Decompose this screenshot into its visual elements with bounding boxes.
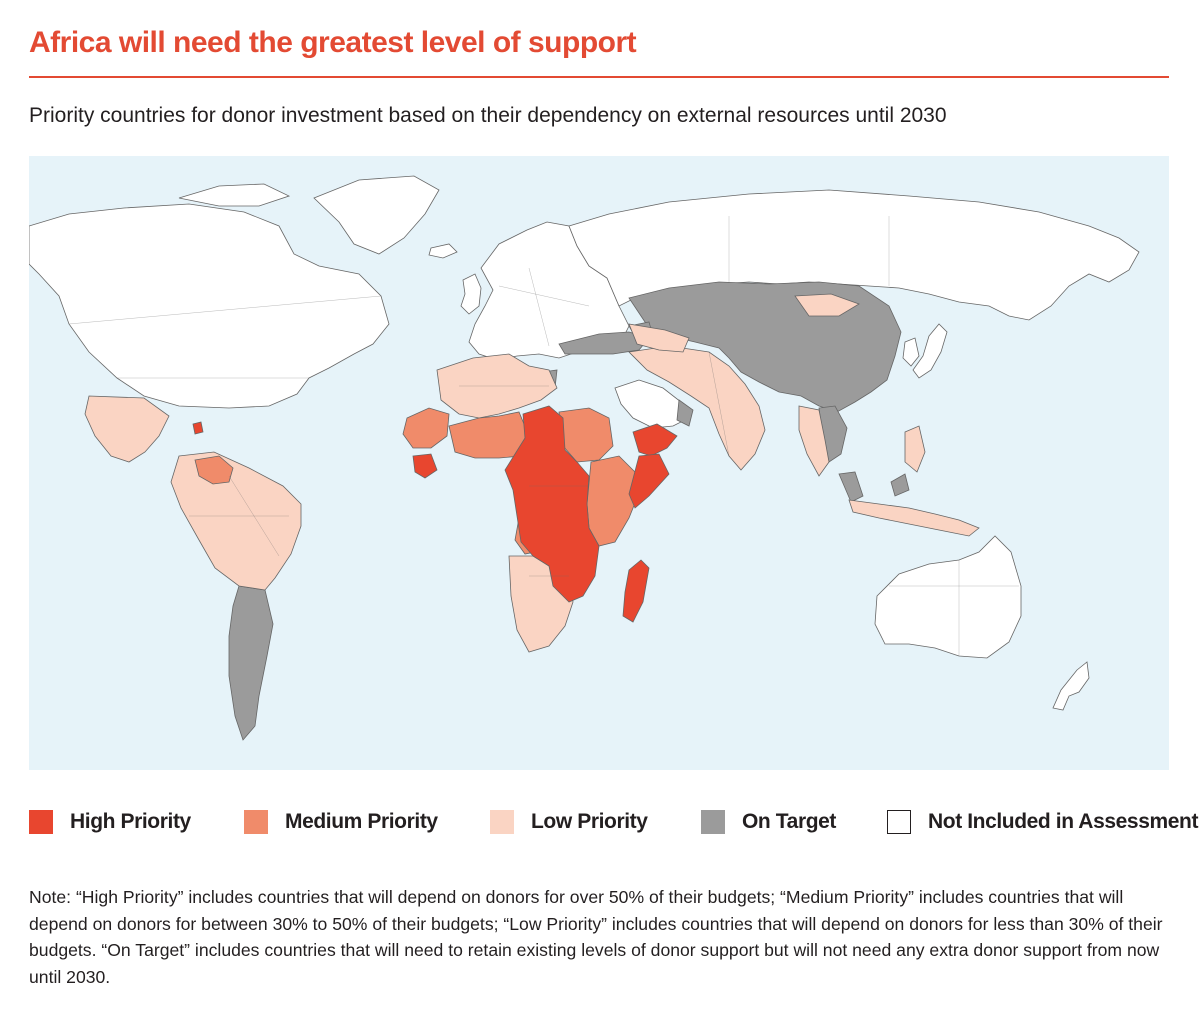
legend-item-high-priority: High Priority [29, 806, 191, 838]
high-priority-regions [192, 405, 678, 623]
southeast-asia [798, 405, 830, 477]
west-africa-med [402, 407, 450, 449]
argentina-chile [228, 585, 274, 741]
country-boundaries [68, 216, 1019, 656]
australia [874, 535, 1022, 659]
high-priority-swatch [29, 810, 53, 834]
legend-label: Medium Priority [285, 810, 438, 833]
legend-label: Not Included in Assessment [928, 810, 1199, 833]
legend-item-low-priority: Low Priority [490, 806, 648, 838]
on-target-swatch [701, 810, 725, 834]
sudan-med [558, 407, 614, 463]
greenland [313, 175, 440, 255]
malaysia-indonesia [838, 471, 864, 503]
title-divider [29, 76, 1169, 78]
turkey-iran-region [558, 331, 650, 355]
horn-high [628, 453, 670, 509]
boundary-line [528, 267, 550, 347]
north-africa [436, 353, 558, 419]
uk [460, 273, 482, 315]
north-america [29, 203, 390, 409]
central-asia [628, 323, 690, 353]
central-america [84, 395, 170, 463]
legend-label: High Priority [70, 810, 191, 833]
legend-item-medium-priority: Medium Priority [244, 806, 438, 838]
legend-item-on-target: On Target [701, 806, 836, 838]
venezuela-med [194, 455, 234, 485]
korea [902, 337, 920, 367]
low-priority-swatch [490, 810, 514, 834]
medium-priority-swatch [244, 810, 268, 834]
boundary-line [228, 475, 280, 557]
south-america [170, 451, 302, 591]
not-included-regions [29, 175, 1140, 711]
west-coast-high [412, 453, 438, 479]
map-legend: High Priority Medium Priority Low Priori… [29, 806, 1198, 838]
canadian-islands [178, 183, 291, 207]
middle-east-south-asia [628, 345, 766, 471]
central-africa-high [504, 405, 600, 603]
madagascar-high [622, 559, 650, 623]
boundary-line [68, 295, 382, 325]
new-zealand [1052, 661, 1090, 711]
iceland [428, 243, 458, 259]
philippines-region [890, 473, 910, 497]
legend-label: On Target [742, 810, 837, 833]
footnote: Note: “High Priority” includes countries… [29, 887, 1163, 987]
map-subtitle: Priority countries for donor investment … [29, 104, 947, 127]
world-map [29, 156, 1169, 770]
indonesia [848, 499, 980, 537]
low-priority-regions [84, 293, 980, 653]
legend-item-not-included: Not Included in Assessment [887, 806, 1198, 838]
haiti-high [192, 421, 204, 435]
japan [912, 323, 948, 379]
oman [676, 399, 694, 427]
philippines [904, 425, 926, 473]
boundary-line [498, 285, 590, 307]
not-included-swatch [887, 810, 911, 834]
legend-label: Low Priority [531, 810, 648, 833]
yemen-somalia-high [632, 423, 678, 457]
boundary-line [708, 351, 730, 457]
page-title: Africa will need the greatest level of s… [29, 26, 637, 59]
mongolia [794, 293, 860, 317]
